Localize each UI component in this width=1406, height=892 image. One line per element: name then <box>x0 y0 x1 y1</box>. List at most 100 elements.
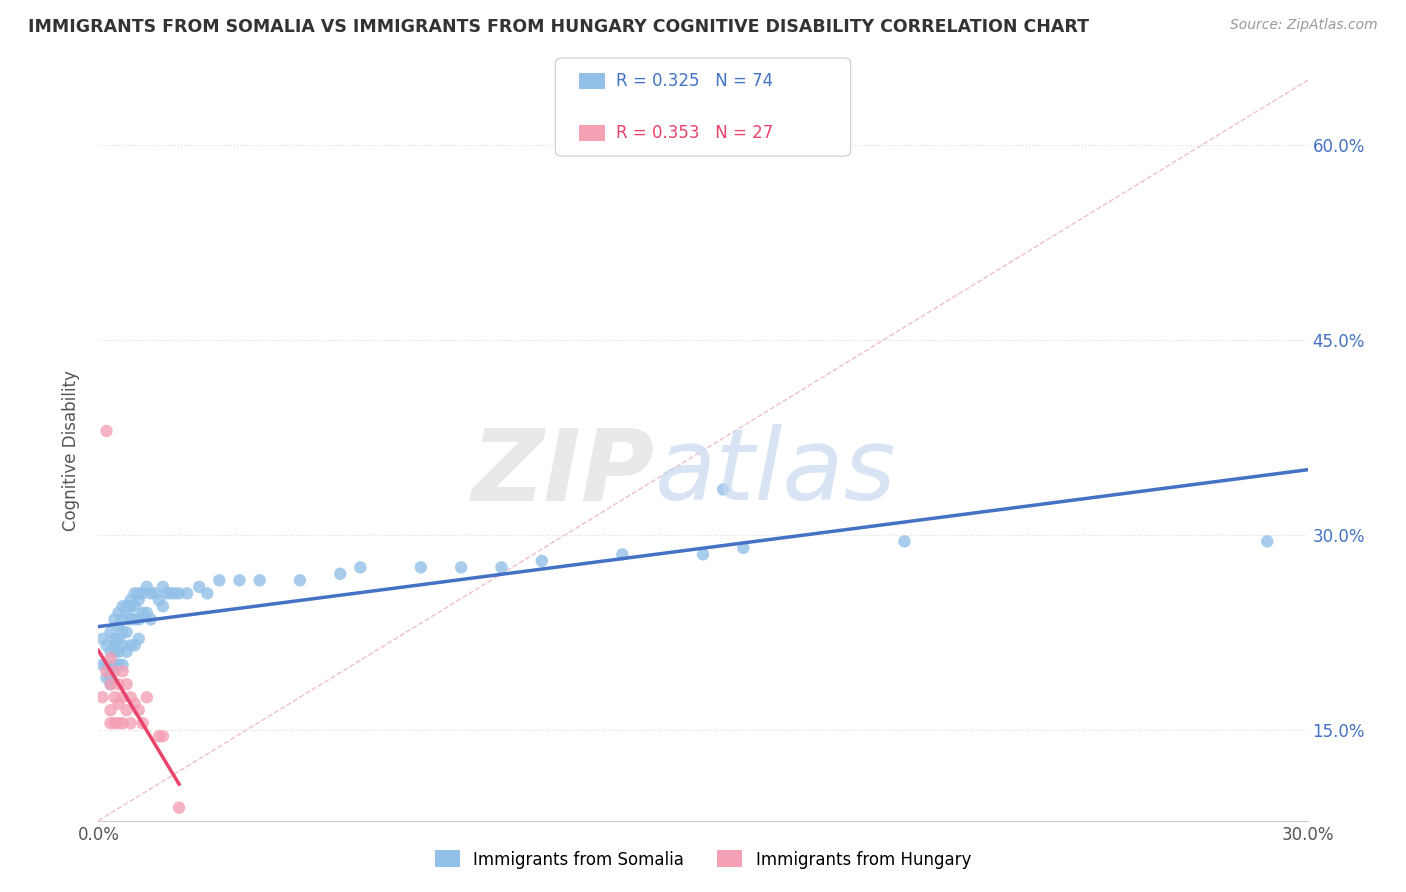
Point <box>107 606 129 620</box>
Point <box>148 729 170 743</box>
Point <box>115 677 138 691</box>
Point <box>111 665 134 679</box>
Point <box>100 703 122 717</box>
Point <box>115 703 138 717</box>
Point <box>152 599 174 614</box>
Point <box>188 580 211 594</box>
Point <box>107 716 129 731</box>
Point <box>156 586 179 600</box>
Point <box>491 560 513 574</box>
Point <box>96 657 118 672</box>
Point <box>132 606 155 620</box>
Point <box>152 729 174 743</box>
Point <box>107 645 129 659</box>
Point <box>124 697 146 711</box>
Point <box>148 592 170 607</box>
Point <box>128 632 150 646</box>
Point <box>124 586 146 600</box>
Point <box>120 599 142 614</box>
Point <box>111 716 134 731</box>
Point <box>103 612 125 626</box>
Point <box>100 716 122 731</box>
Point <box>733 541 755 555</box>
Point <box>128 703 150 717</box>
Y-axis label: Cognitive Disability: Cognitive Disability <box>62 370 80 531</box>
Point <box>612 547 634 561</box>
Point <box>107 632 129 646</box>
Point <box>107 657 129 672</box>
Point <box>1256 534 1278 549</box>
Point <box>132 586 155 600</box>
Point <box>91 657 114 672</box>
Point <box>96 638 118 652</box>
Point <box>132 716 155 731</box>
Point <box>91 690 114 705</box>
Point <box>139 586 162 600</box>
Point <box>115 606 138 620</box>
Point <box>103 638 125 652</box>
Point <box>91 632 114 646</box>
Point <box>160 586 183 600</box>
Point <box>103 665 125 679</box>
Point <box>103 645 125 659</box>
Point <box>163 586 186 600</box>
Point <box>176 586 198 600</box>
Point <box>135 606 157 620</box>
Point <box>711 483 734 497</box>
Point <box>111 612 134 626</box>
Text: ZIP: ZIP <box>471 425 655 521</box>
Point <box>128 586 150 600</box>
Point <box>103 632 125 646</box>
Point <box>115 645 138 659</box>
Point <box>135 690 157 705</box>
Text: Source: ZipAtlas.com: Source: ZipAtlas.com <box>1230 18 1378 32</box>
Legend: Immigrants from Somalia, Immigrants from Hungary: Immigrants from Somalia, Immigrants from… <box>429 844 977 875</box>
Point <box>103 716 125 731</box>
Point <box>120 690 142 705</box>
Point <box>100 651 122 665</box>
Point <box>135 580 157 594</box>
Point <box>249 574 271 588</box>
Point <box>111 690 134 705</box>
Text: IMMIGRANTS FROM SOMALIA VS IMMIGRANTS FROM HUNGARY COGNITIVE DISABILITY CORRELAT: IMMIGRANTS FROM SOMALIA VS IMMIGRANTS FR… <box>28 18 1090 36</box>
Point <box>120 612 142 626</box>
Point <box>100 677 122 691</box>
Point <box>152 580 174 594</box>
Point <box>107 677 129 691</box>
Point <box>111 625 134 640</box>
Point <box>349 560 371 574</box>
Point <box>111 638 134 652</box>
Point <box>450 560 472 574</box>
Text: R = 0.353   N = 27: R = 0.353 N = 27 <box>616 124 773 142</box>
Point <box>111 657 134 672</box>
Point <box>128 612 150 626</box>
Point <box>100 677 122 691</box>
Point <box>96 671 118 685</box>
Point <box>100 671 122 685</box>
Point <box>120 716 142 731</box>
Point <box>124 612 146 626</box>
Point <box>107 697 129 711</box>
Point <box>111 599 134 614</box>
Point <box>115 625 138 640</box>
Point <box>115 599 138 614</box>
Text: R = 0.325   N = 74: R = 0.325 N = 74 <box>616 72 773 90</box>
Point <box>143 586 166 600</box>
Point <box>103 690 125 705</box>
Point <box>120 592 142 607</box>
Point <box>100 665 122 679</box>
Point <box>288 574 311 588</box>
Point <box>96 424 118 438</box>
Point <box>96 665 118 679</box>
Point <box>107 619 129 633</box>
Point <box>329 566 352 581</box>
Point <box>409 560 432 574</box>
Point <box>103 657 125 672</box>
Point <box>195 586 218 600</box>
Point <box>100 645 122 659</box>
Point <box>128 592 150 607</box>
Point <box>208 574 231 588</box>
Point <box>120 638 142 652</box>
Point <box>228 574 250 588</box>
Text: atlas: atlas <box>655 425 896 521</box>
